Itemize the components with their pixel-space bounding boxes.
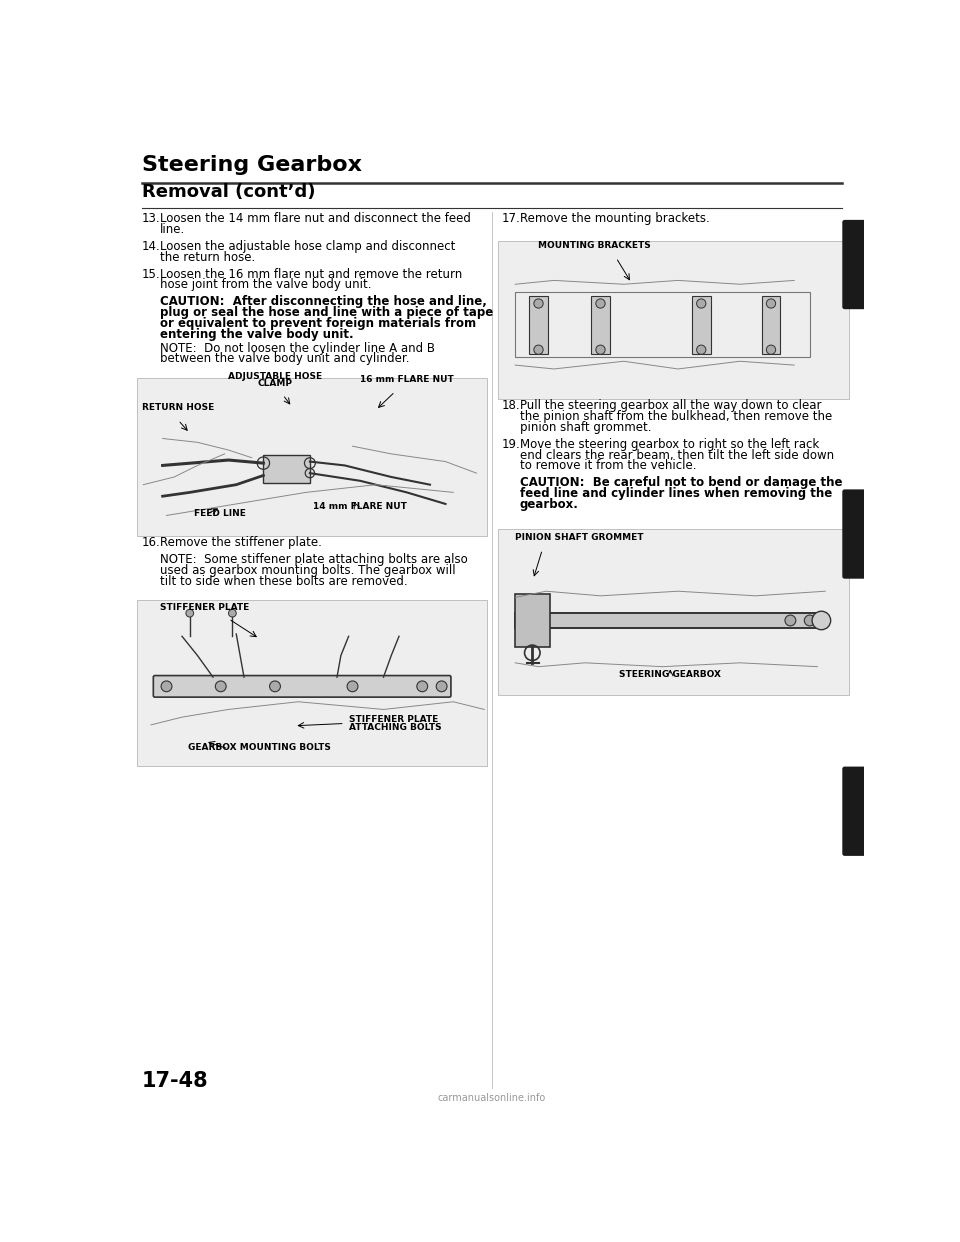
Text: between the valve body unit and cylinder.: between the valve body unit and cylinder… (160, 353, 410, 365)
Text: Move the steering gearbox to right so the left rack: Move the steering gearbox to right so th… (520, 437, 819, 451)
Text: gearbox.: gearbox. (520, 498, 579, 510)
Bar (529, 296, 548, 354)
Text: the pinion shaft from the bulkhead, then remove the: the pinion shaft from the bulkhead, then… (520, 410, 832, 424)
Circle shape (766, 299, 776, 308)
Text: 14.: 14. (142, 240, 160, 253)
Text: 13.: 13. (142, 212, 160, 225)
Bar (591, 296, 610, 354)
Text: STIFFENER PLATE: STIFFENER PLATE (348, 715, 438, 724)
Text: Removal (cont’d): Removal (cont’d) (142, 183, 315, 201)
Text: 19.: 19. (501, 437, 520, 451)
Text: hose joint from the valve body unit.: hose joint from the valve body unit. (160, 278, 372, 292)
Text: end clears the rear beam, then tilt the left side down: end clears the rear beam, then tilt the … (520, 448, 834, 462)
Circle shape (228, 610, 236, 617)
Text: plug or seal the hose and line with a piece of tape: plug or seal the hose and line with a pi… (160, 306, 493, 319)
Text: 16 mm FLARE NUT: 16 mm FLARE NUT (360, 375, 454, 384)
Text: CLAMP: CLAMP (257, 379, 293, 389)
Text: FEED LINE: FEED LINE (194, 509, 246, 518)
Text: to remove it from the vehicle.: to remove it from the vehicle. (520, 460, 696, 472)
Text: 17-48: 17-48 (142, 1071, 208, 1090)
Bar (498, 241, 849, 399)
Text: 16.: 16. (142, 537, 160, 549)
Text: ATTACHING BOLTS: ATTACHING BOLTS (348, 723, 442, 732)
Text: 17.: 17. (501, 212, 520, 225)
Text: pinion shaft grommet.: pinion shaft grommet. (520, 421, 652, 433)
Text: feed line and cylinder lines when removing the: feed line and cylinder lines when removi… (520, 487, 832, 501)
Circle shape (186, 610, 194, 617)
FancyBboxPatch shape (842, 489, 866, 579)
Text: Loosen the 14 mm flare nut and disconnect the feed: Loosen the 14 mm flare nut and disconnec… (160, 212, 471, 225)
Bar (516, 594, 550, 647)
Text: CAUTION:  After disconnecting the hose and line,: CAUTION: After disconnecting the hose an… (160, 296, 487, 308)
Text: Loosen the adjustable hose clamp and disconnect: Loosen the adjustable hose clamp and dis… (160, 240, 456, 253)
Circle shape (596, 345, 605, 354)
Text: NOTE:  Some stiffener plate attaching bolts are also: NOTE: Some stiffener plate attaching bol… (160, 553, 468, 566)
Text: 15.: 15. (142, 267, 160, 281)
Text: 14 mm FLARE NUT: 14 mm FLARE NUT (313, 502, 407, 510)
Circle shape (270, 681, 280, 692)
Text: RETURN HOSE: RETURN HOSE (142, 404, 214, 412)
Text: PINION SHAFT GROMMET: PINION SHAFT GROMMET (516, 533, 644, 543)
Text: tilt to side when these bolts are removed.: tilt to side when these bolts are remove… (160, 575, 408, 587)
Circle shape (215, 681, 227, 692)
Bar (137, 600, 488, 766)
Circle shape (417, 681, 427, 692)
Circle shape (534, 345, 543, 354)
FancyBboxPatch shape (842, 220, 866, 309)
Bar (761, 296, 780, 354)
Circle shape (785, 615, 796, 626)
Bar (516, 612, 822, 628)
Text: NOTE:  Do not loosen the cylinder line A and B: NOTE: Do not loosen the cylinder line A … (160, 342, 435, 354)
Text: Steering Gearbox: Steering Gearbox (142, 154, 362, 175)
Text: Pull the steering gearbox all the way down to clear: Pull the steering gearbox all the way do… (520, 399, 822, 412)
Text: carmanualsonline.info: carmanualsonline.info (438, 1093, 546, 1103)
Circle shape (596, 299, 605, 308)
Text: STEERING GEARBOX: STEERING GEARBOX (619, 671, 721, 679)
Bar (137, 378, 488, 535)
Bar (263, 456, 310, 483)
FancyBboxPatch shape (842, 766, 866, 856)
Text: entering the valve body unit.: entering the valve body unit. (160, 328, 354, 340)
Circle shape (161, 681, 172, 692)
Text: ADJUSTABLE HOSE: ADJUSTABLE HOSE (228, 373, 322, 381)
Text: line.: line. (160, 224, 185, 236)
Text: STIFFENER PLATE: STIFFENER PLATE (160, 602, 250, 611)
Circle shape (436, 681, 447, 692)
Circle shape (697, 345, 706, 354)
Text: the return hose.: the return hose. (160, 251, 255, 263)
Circle shape (534, 299, 543, 308)
Circle shape (804, 615, 815, 626)
Text: 18.: 18. (501, 399, 520, 412)
Text: Remove the mounting brackets.: Remove the mounting brackets. (520, 212, 709, 225)
Bar (498, 529, 849, 696)
Text: Loosen the 16 mm flare nut and remove the return: Loosen the 16 mm flare nut and remove th… (160, 267, 463, 281)
Bar (692, 296, 710, 354)
Circle shape (766, 345, 776, 354)
Text: CAUTION:  Be careful not to bend or damage the: CAUTION: Be careful not to bend or damag… (520, 476, 843, 489)
Circle shape (697, 299, 706, 308)
FancyBboxPatch shape (154, 676, 451, 697)
Text: GEARBOX MOUNTING BOLTS: GEARBOX MOUNTING BOLTS (188, 744, 331, 753)
Circle shape (812, 611, 830, 630)
Circle shape (348, 681, 358, 692)
Text: Remove the stiffener plate.: Remove the stiffener plate. (160, 537, 323, 549)
Text: or equivalent to prevent foreign materials from: or equivalent to prevent foreign materia… (160, 317, 476, 330)
Text: MOUNTING BRACKETS: MOUNTING BRACKETS (539, 241, 651, 251)
Text: used as gearbox mounting bolts. The gearbox will: used as gearbox mounting bolts. The gear… (160, 564, 456, 578)
Bar (516, 292, 809, 358)
